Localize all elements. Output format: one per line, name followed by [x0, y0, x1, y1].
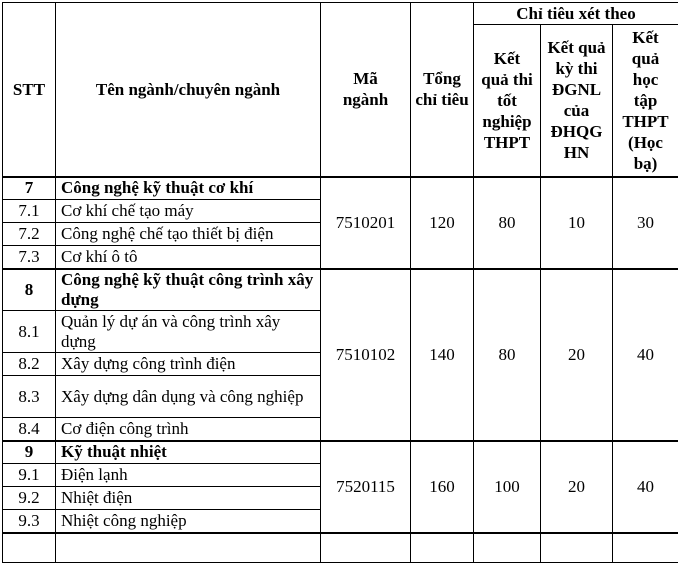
quota-dgnl-cell — [541, 533, 613, 563]
major-name-cell: Xây dựng dân dụng và công nghiệp — [56, 376, 321, 418]
quota-thpt-cell — [474, 533, 541, 563]
quota-thpt-cell: 80 — [474, 177, 541, 269]
stt-cell: 8.2 — [3, 353, 56, 376]
major-name-cell: Nhiệt điện — [56, 487, 321, 510]
stt-cell: 7.2 — [3, 223, 56, 246]
col-header-major-name: Tên ngành/chuyên ngành — [56, 3, 321, 177]
major-name-cell: Công nghệ kỹ thuật công trình xây dựng — [56, 269, 321, 311]
col-header-stt: STT — [3, 3, 56, 177]
col-header-criteria-transcript: Kết quả học tập THPT (Học bạ) — [613, 25, 678, 177]
col-header-criteria-dgnl: Kết quả kỳ thi ĐGNL của ĐHQG HN — [541, 25, 613, 177]
group-row: 7 Công nghệ kỹ thuật cơ khí 7510201 120 … — [3, 177, 678, 200]
total-quota-cell: 140 — [411, 269, 474, 441]
major-name-cell: Điện lạnh — [56, 464, 321, 487]
major-code-cell: 7510102 — [321, 269, 411, 441]
quota-transcript-cell: 40 — [613, 269, 678, 441]
major-name-cell: Cơ khí chế tạo máy — [56, 200, 321, 223]
stt-cell: 7.1 — [3, 200, 56, 223]
quota-transcript-cell — [613, 533, 678, 563]
total-quota-cell — [411, 533, 474, 563]
major-name-cell: Cơ điện công trình — [56, 418, 321, 441]
col-header-criteria-group: Chỉ tiêu xét theo — [474, 3, 678, 25]
stt-cell: 9 — [3, 441, 56, 464]
group-row: 9 Kỹ thuật nhiệt 7520115 160 100 20 40 — [3, 441, 678, 464]
col-header-total-quota: Tổng chỉ tiêu — [411, 3, 474, 177]
quota-dgnl-cell: 20 — [541, 441, 613, 533]
major-name-cell: Cơ khí ô tô — [56, 246, 321, 269]
total-quota-cell: 120 — [411, 177, 474, 269]
header-row-top: STT Tên ngành/chuyên ngành Mã ngành Tổng… — [3, 3, 678, 25]
group-row: 8 Công nghệ kỹ thuật công trình xây dựng… — [3, 269, 678, 311]
major-code-cell: 7520115 — [321, 441, 411, 533]
stt-cell: 9.3 — [3, 510, 56, 533]
major-name-cell: Kỹ thuật nhiệt — [56, 441, 321, 464]
quota-thpt-cell: 100 — [474, 441, 541, 533]
quota-thpt-cell: 80 — [474, 269, 541, 441]
major-name-cell: Xây dựng công trình điện — [56, 353, 321, 376]
stt-cell: 9.2 — [3, 487, 56, 510]
major-code-cell: 7510201 — [321, 177, 411, 269]
total-quota-cell: 160 — [411, 441, 474, 533]
quota-dgnl-cell: 20 — [541, 269, 613, 441]
major-name-cell: Nhiệt công nghiệp — [56, 510, 321, 533]
stt-cell: 9.1 — [3, 464, 56, 487]
major-name-cell: Quản lý dự án và công trình xây dựng — [56, 311, 321, 353]
major-name-cell — [56, 533, 321, 563]
stt-cell: 8.1 — [3, 311, 56, 353]
stt-cell — [3, 533, 56, 563]
stt-cell: 7.3 — [3, 246, 56, 269]
stt-cell: 8.4 — [3, 418, 56, 441]
major-code-cell — [321, 533, 411, 563]
col-header-major-code: Mã ngành — [321, 3, 411, 177]
major-name-cell: Công nghệ chế tạo thiết bị điện — [56, 223, 321, 246]
major-name-cell: Công nghệ kỹ thuật cơ khí — [56, 177, 321, 200]
truncated-row — [3, 533, 678, 563]
col-header-criteria-thpt-exam: Kết quả thi tốt nghiệp THPT — [474, 25, 541, 177]
quota-dgnl-cell: 10 — [541, 177, 613, 269]
stt-cell: 7 — [3, 177, 56, 200]
quota-transcript-cell: 40 — [613, 441, 678, 533]
stt-cell: 8 — [3, 269, 56, 311]
quota-transcript-cell: 30 — [613, 177, 678, 269]
stt-cell: 8.3 — [3, 376, 56, 418]
